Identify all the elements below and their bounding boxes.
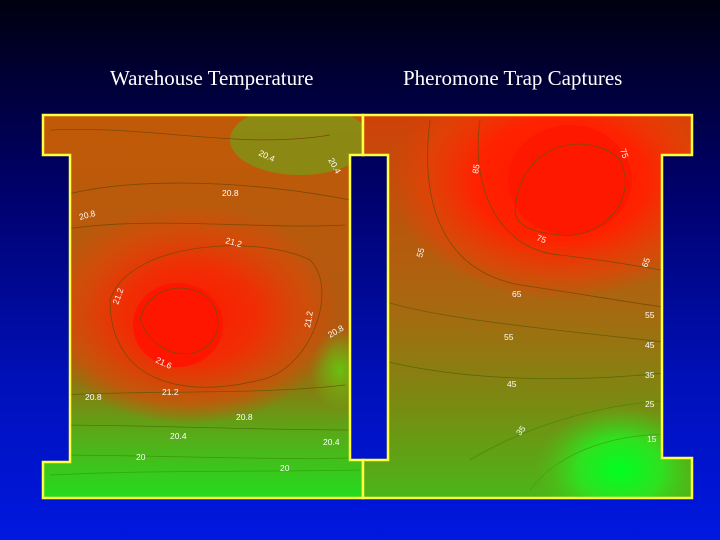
- trap-label: 65: [639, 256, 652, 269]
- trap-label: 75: [535, 232, 548, 245]
- trap-label: 55: [645, 310, 655, 320]
- trap-label: 55: [414, 247, 426, 259]
- trap-label: 65: [512, 289, 522, 299]
- temp-label: 20.4: [170, 431, 187, 441]
- trap-map-outline: [361, 113, 694, 500]
- trap-contour-labels: 75 85 55 75 65 65 55 55 45 45 35 25 35 1…: [414, 147, 656, 444]
- warehouse-temperature-title: Warehouse Temperature: [110, 66, 314, 90]
- temp-label: 20.8: [78, 208, 97, 222]
- trap-label: 15: [647, 434, 657, 444]
- temp-label: 21.2: [224, 235, 243, 249]
- temperature-map: [43, 115, 363, 498]
- trap-map: [363, 115, 692, 498]
- trap-label: 85: [470, 163, 482, 174]
- temp-label: 20: [280, 463, 290, 473]
- temp-label: 20.8: [236, 412, 253, 422]
- temp-label: 20.8: [85, 392, 102, 402]
- trap-label: 45: [645, 340, 655, 350]
- temp-label: 21.2: [162, 387, 179, 397]
- trap-label: 55: [504, 332, 514, 342]
- temp-label: 20.8: [222, 188, 239, 198]
- temp-label: 21.2: [302, 310, 315, 328]
- trap-label: 35: [645, 370, 655, 380]
- temp-label: 20: [136, 452, 146, 462]
- trap-label: 45: [507, 379, 517, 389]
- trap-label: 25: [645, 399, 655, 409]
- temp-label: 20.4: [323, 437, 340, 447]
- pheromone-trap-title: Pheromone Trap Captures: [403, 66, 623, 90]
- trap-label: 75: [618, 147, 631, 160]
